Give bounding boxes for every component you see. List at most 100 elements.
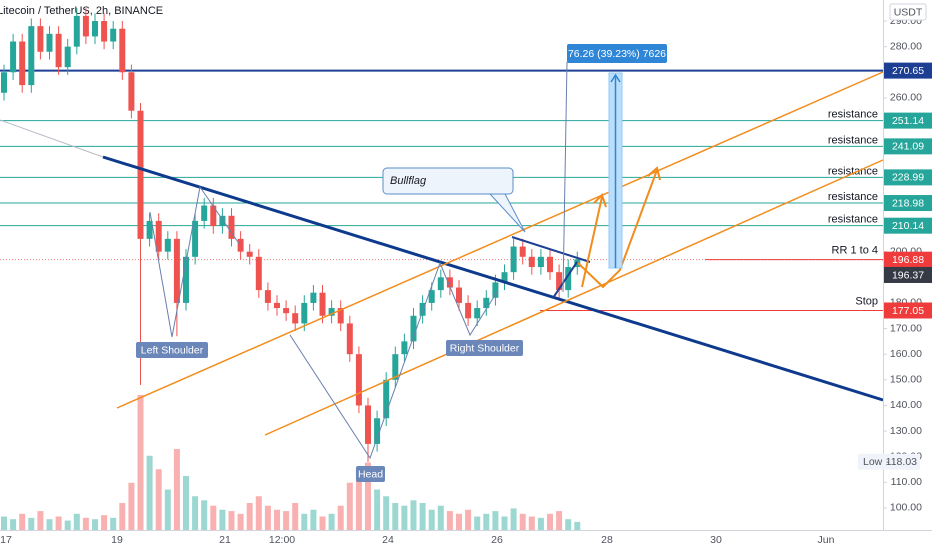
x-tick-label: Jun <box>818 534 835 546</box>
level-price-box <box>884 217 932 234</box>
x-tick-label: 17 <box>0 534 12 546</box>
candle-body <box>565 267 572 291</box>
candle-body <box>92 21 98 37</box>
candle-body <box>264 290 271 303</box>
y-tick-label: 150.00 <box>890 374 922 386</box>
volume-bar <box>219 509 226 530</box>
candle-body <box>355 354 362 406</box>
candle-body <box>519 246 526 257</box>
volume-bar <box>365 462 371 530</box>
candle-body <box>64 46 71 68</box>
y-tick-label: 140.00 <box>890 399 922 411</box>
volume-bar <box>492 511 499 530</box>
volume-bar <box>383 496 390 530</box>
volume-bar <box>28 517 35 530</box>
candle-body <box>492 282 499 298</box>
volume-bar <box>137 395 144 530</box>
volume-bar <box>465 509 472 530</box>
volume-bar <box>192 496 199 530</box>
volume-bar <box>73 513 80 530</box>
candle-body <box>292 313 299 324</box>
volume-bar <box>19 513 26 530</box>
candle-body <box>556 272 563 291</box>
pattern-right <box>289 261 498 460</box>
volume-bar <box>510 508 517 530</box>
volume-bar <box>337 505 344 530</box>
volume-bar <box>228 511 235 530</box>
volume-bar <box>547 513 553 530</box>
candle-body <box>192 220 199 257</box>
volume-bar <box>1 516 7 530</box>
candle-body <box>537 256 544 268</box>
resistance-label: resistance <box>828 165 878 177</box>
volume-bar <box>292 503 299 530</box>
volume-bar <box>283 511 290 530</box>
volume-bar <box>419 503 426 530</box>
level-price-box <box>884 169 932 186</box>
candle-body <box>155 220 162 252</box>
candle-body <box>28 26 35 86</box>
volume-bar <box>92 519 98 530</box>
candle-body <box>437 277 444 291</box>
y-tick-label: 100.00 <box>890 502 922 514</box>
faint-trendline <box>0 119 104 158</box>
candle-body <box>201 205 208 221</box>
volume-bar <box>346 482 353 530</box>
price-marker-box <box>884 266 932 283</box>
arrowhead <box>647 166 661 181</box>
level-price-label: 251.14 <box>892 115 924 127</box>
currency: USDT <box>894 6 923 18</box>
level-price-label: 270.65 <box>892 65 924 77</box>
head-box <box>356 466 385 482</box>
candle-body <box>337 308 344 324</box>
candle-body <box>137 110 144 239</box>
candle-body <box>46 33 53 52</box>
channel-upper <box>116 71 884 409</box>
volume-bar <box>301 513 308 530</box>
volume-bar <box>537 517 544 530</box>
x-tick-label: 19 <box>111 534 123 546</box>
level-price-box <box>884 62 932 79</box>
candle-body <box>346 323 353 355</box>
projection-path <box>577 169 658 289</box>
candle-body <box>119 28 126 73</box>
candle-body <box>246 251 253 257</box>
volume-bar <box>10 519 17 530</box>
candle-body <box>474 308 481 319</box>
level-note: RR 1 to 4 <box>832 245 878 257</box>
currency-box <box>889 3 927 21</box>
resistance-label: resistance <box>828 214 878 226</box>
y-tick-label: 170.00 <box>890 322 922 334</box>
volume-bar <box>437 505 444 530</box>
level-note: Stop <box>855 295 878 307</box>
channel-lower <box>264 159 884 436</box>
candle-body <box>365 405 371 444</box>
low-marker-value: 118.03 <box>886 456 917 468</box>
measure-label: 76.26 (39.23%) 7626 <box>568 48 666 60</box>
low-marker-name: Low <box>863 456 883 468</box>
volume-bar <box>556 511 563 530</box>
volume-bar <box>319 516 326 530</box>
arrowhead <box>610 73 621 83</box>
arrowhead <box>593 193 607 208</box>
head-label: Head <box>358 468 383 480</box>
candle-body <box>128 72 135 111</box>
resistance-label: resistance <box>828 134 878 146</box>
volume-bar <box>146 455 153 530</box>
volume-bar <box>46 519 53 530</box>
x-tick-label: 21 <box>219 534 231 546</box>
candle-body <box>10 41 17 73</box>
volume-bar <box>155 469 162 530</box>
volume-bar <box>264 505 271 530</box>
volume-bar <box>183 476 189 530</box>
volume-bar <box>210 505 217 530</box>
candle-body <box>173 238 180 303</box>
candle-body <box>310 292 317 303</box>
candle-body <box>228 215 235 239</box>
level-price-label: 196.88 <box>892 254 924 266</box>
level-price-box <box>884 138 932 155</box>
candle-body <box>419 302 426 316</box>
volume-bar <box>446 511 453 530</box>
level-price-label: 210.14 <box>892 220 924 232</box>
